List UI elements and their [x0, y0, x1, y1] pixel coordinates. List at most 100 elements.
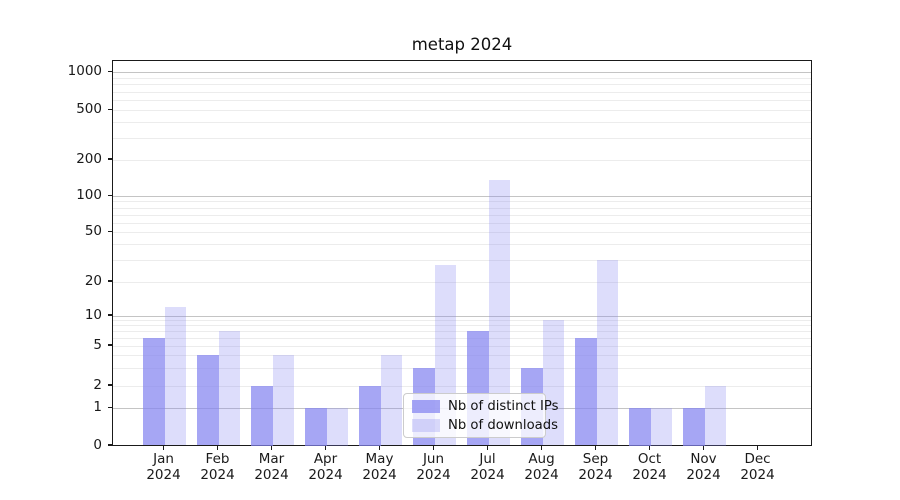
x-tick-label: Jan 2024 [146, 451, 181, 483]
chart-title: metap 2024 [411, 35, 513, 54]
y-tick-mark [108, 344, 112, 346]
legend-item-distinct-ips: Nb of distinct IPs [412, 399, 559, 414]
y-gridline-minor [113, 222, 811, 224]
x-tick-mark [756, 446, 759, 450]
y-tick-mark [108, 194, 112, 196]
y-gridline-major [113, 315, 811, 317]
legend-label: Nb of downloads [448, 417, 558, 433]
y-tick-mark [108, 108, 112, 110]
y-tick-mark [108, 444, 112, 446]
bar-distinct-ips [629, 408, 651, 446]
y-gridline-minor [113, 214, 811, 216]
legend-label: Nb of distinct IPs [448, 398, 559, 414]
y-tick-mark [108, 158, 112, 160]
y-gridline-minor [113, 122, 811, 124]
bar-distinct-ips [305, 408, 327, 446]
y-tick-label: 100 [76, 187, 102, 203]
x-tick-label: Apr 2024 [308, 451, 343, 483]
y-gridline-minor [113, 325, 811, 327]
x-tick-mark [702, 446, 705, 450]
bar-downloads [326, 408, 348, 446]
x-tick-label: Jun 2024 [416, 451, 451, 483]
y-gridline-minor [113, 207, 811, 209]
x-tick-label: Mar 2024 [254, 451, 289, 483]
y-gridline-minor [113, 159, 811, 161]
x-tick-mark [540, 446, 543, 450]
x-tick-mark [378, 446, 381, 450]
y-gridline-minor [113, 77, 811, 79]
x-tick-mark [324, 446, 327, 450]
bar-downloads [542, 320, 564, 446]
x-tick-mark [162, 446, 165, 450]
y-tick-mark [108, 384, 112, 386]
bar-distinct-ips [197, 355, 219, 446]
y-tick-label: 1 [93, 399, 102, 415]
x-tick-mark [216, 446, 219, 450]
y-gridline-major [113, 72, 811, 73]
bar-downloads [596, 259, 618, 446]
y-gridline-minor [113, 110, 811, 111]
x-tick-label: Aug 2024 [524, 451, 559, 483]
plot-area: Nb of distinct IPs Nb of downloads [112, 60, 812, 446]
y-gridline-minor [113, 100, 811, 101]
bar-distinct-ips [683, 408, 705, 446]
y-gridline-minor [113, 367, 811, 369]
x-tick-label: Oct 2024 [632, 451, 667, 483]
y-gridline-minor [113, 137, 811, 139]
bar-distinct-ips [359, 385, 381, 446]
legend-swatch-downloads [412, 418, 440, 432]
bar-downloads [164, 306, 186, 446]
y-gridline-minor [113, 337, 811, 339]
y-gridline-minor [113, 91, 811, 93]
y-tick-label: 200 [76, 150, 102, 167]
y-gridline-minor [113, 84, 811, 86]
y-gridline-minor [113, 320, 811, 322]
y-tick-label: 20 [84, 272, 102, 289]
bar-downloads [704, 385, 726, 446]
y-gridline-minor [113, 232, 811, 233]
y-tick-mark [108, 70, 112, 72]
y-gridline-minor [113, 244, 811, 246]
y-tick-label: 500 [76, 101, 102, 117]
x-tick-mark [270, 446, 273, 450]
y-tick-mark [108, 314, 112, 316]
y-gridline-major [113, 196, 811, 197]
x-tick-label: Jul 2024 [470, 451, 505, 483]
x-tick-label: Feb 2024 [200, 451, 235, 483]
y-tick-mark [108, 406, 112, 408]
y-gridline-minor [113, 385, 811, 387]
y-tick-label: 2 [93, 376, 102, 393]
legend: Nb of distinct IPs Nb of downloads [403, 393, 559, 438]
x-tick-mark [594, 446, 597, 450]
y-gridline-minor [113, 331, 811, 333]
bar-distinct-ips [575, 337, 597, 446]
x-tick-label: Sep 2024 [578, 451, 613, 483]
x-tick-mark [432, 446, 435, 450]
y-tick-label: 50 [84, 223, 102, 239]
bar-distinct-ips [143, 337, 165, 446]
y-tick-label: 10 [84, 306, 102, 323]
y-gridline-minor [113, 281, 811, 283]
y-gridline-minor [113, 355, 811, 357]
bar-downloads [218, 331, 240, 446]
x-tick-label: Dec 2024 [740, 451, 775, 483]
x-tick-label: May 2024 [362, 451, 397, 483]
bar-distinct-ips [251, 385, 273, 446]
y-tick-mark [108, 230, 112, 232]
legend-item-downloads: Nb of downloads [412, 418, 558, 433]
y-gridline-minor [113, 345, 811, 347]
y-tick-label: 5 [93, 336, 102, 353]
bar-downloads [380, 355, 402, 446]
legend-swatch-distinct-ips [412, 399, 440, 413]
y-gridline-minor [113, 259, 811, 261]
x-tick-mark [486, 446, 489, 450]
y-gridline-minor [113, 201, 811, 203]
bar-downloads [272, 355, 294, 446]
x-tick-mark [648, 446, 651, 450]
y-tick-label: 0 [93, 436, 102, 453]
bar-downloads [488, 179, 510, 446]
bar-downloads [650, 408, 672, 446]
y-tick-mark [108, 280, 112, 282]
x-tick-label: Nov 2024 [686, 451, 721, 483]
